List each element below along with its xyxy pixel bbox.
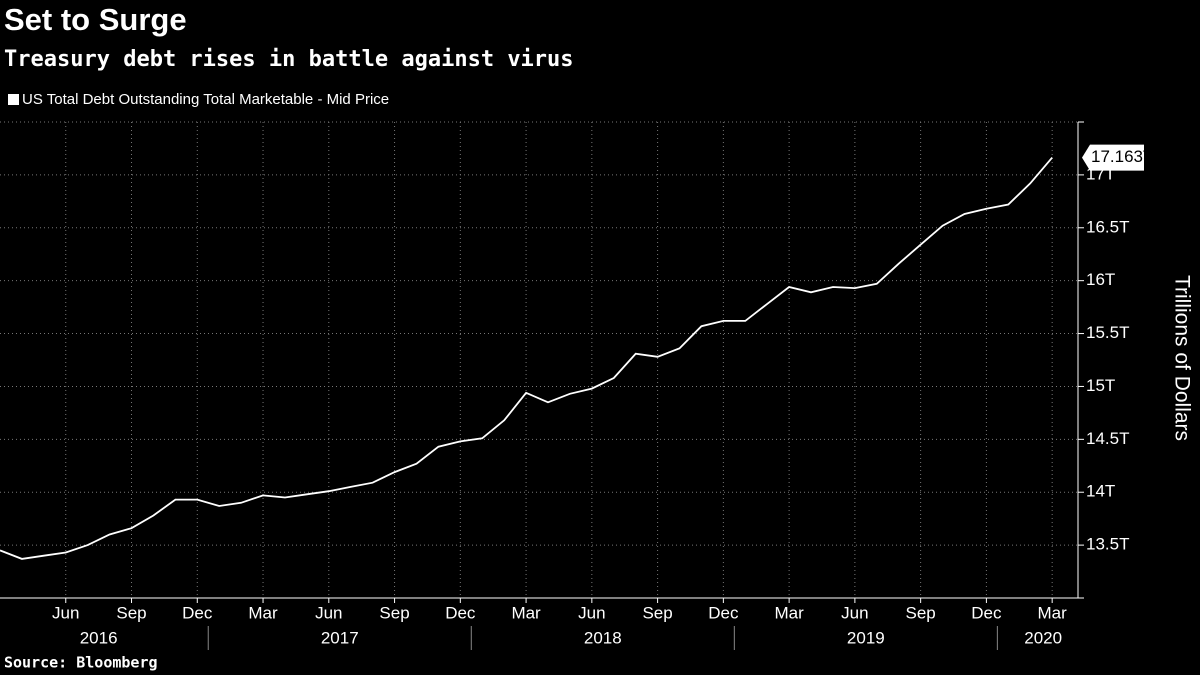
year-label: 2020 bbox=[1024, 628, 1062, 647]
x-tick-label: Dec bbox=[445, 603, 476, 622]
value-label: 17.163T bbox=[1091, 147, 1153, 166]
year-label: 2019 bbox=[847, 628, 885, 647]
data-line bbox=[0, 157, 1053, 560]
y-tick-label: 15.5T bbox=[1086, 323, 1129, 342]
x-tick-label: Jun bbox=[841, 603, 868, 622]
x-tick-label: Jun bbox=[578, 603, 605, 622]
x-tick-label: Mar bbox=[1038, 603, 1068, 622]
x-tick-label: Mar bbox=[511, 603, 541, 622]
y-tick-label: 14T bbox=[1086, 482, 1115, 501]
x-tick-label: Jun bbox=[52, 603, 79, 622]
legend-label: US Total Debt Outstanding Total Marketab… bbox=[22, 91, 389, 108]
legend-swatch bbox=[8, 94, 19, 105]
year-label: 2017 bbox=[321, 628, 359, 647]
y-tick-label: 16.5T bbox=[1086, 217, 1129, 236]
x-tick-label: Dec bbox=[708, 603, 739, 622]
x-tick-label: Jun bbox=[315, 603, 342, 622]
year-label: 2016 bbox=[80, 628, 118, 647]
x-tick-label: Sep bbox=[906, 603, 936, 622]
y-tick-label: 13.5T bbox=[1086, 535, 1129, 554]
source: Source: Bloomberg bbox=[4, 654, 158, 672]
x-tick-label: Dec bbox=[182, 603, 213, 622]
value-label-box bbox=[1082, 144, 1144, 171]
x-tick-label: Sep bbox=[379, 603, 409, 622]
y-tick-label: 16T bbox=[1086, 270, 1115, 289]
chart-subtitle: Treasury debt rises in battle against vi… bbox=[4, 47, 574, 72]
y-axis-title: Trillions of Dollars bbox=[1170, 275, 1193, 441]
x-tick-label: Dec bbox=[971, 603, 1002, 622]
x-tick-label: Mar bbox=[774, 603, 804, 622]
y-tick-label: 15T bbox=[1086, 376, 1115, 395]
year-label: 2018 bbox=[584, 628, 622, 647]
x-tick-label: Sep bbox=[116, 603, 146, 622]
y-tick-label: 14.5T bbox=[1086, 429, 1129, 448]
x-tick-label: Sep bbox=[642, 603, 672, 622]
x-tick-label: Mar bbox=[248, 603, 278, 622]
chart-title: Set to Surge bbox=[4, 2, 187, 37]
